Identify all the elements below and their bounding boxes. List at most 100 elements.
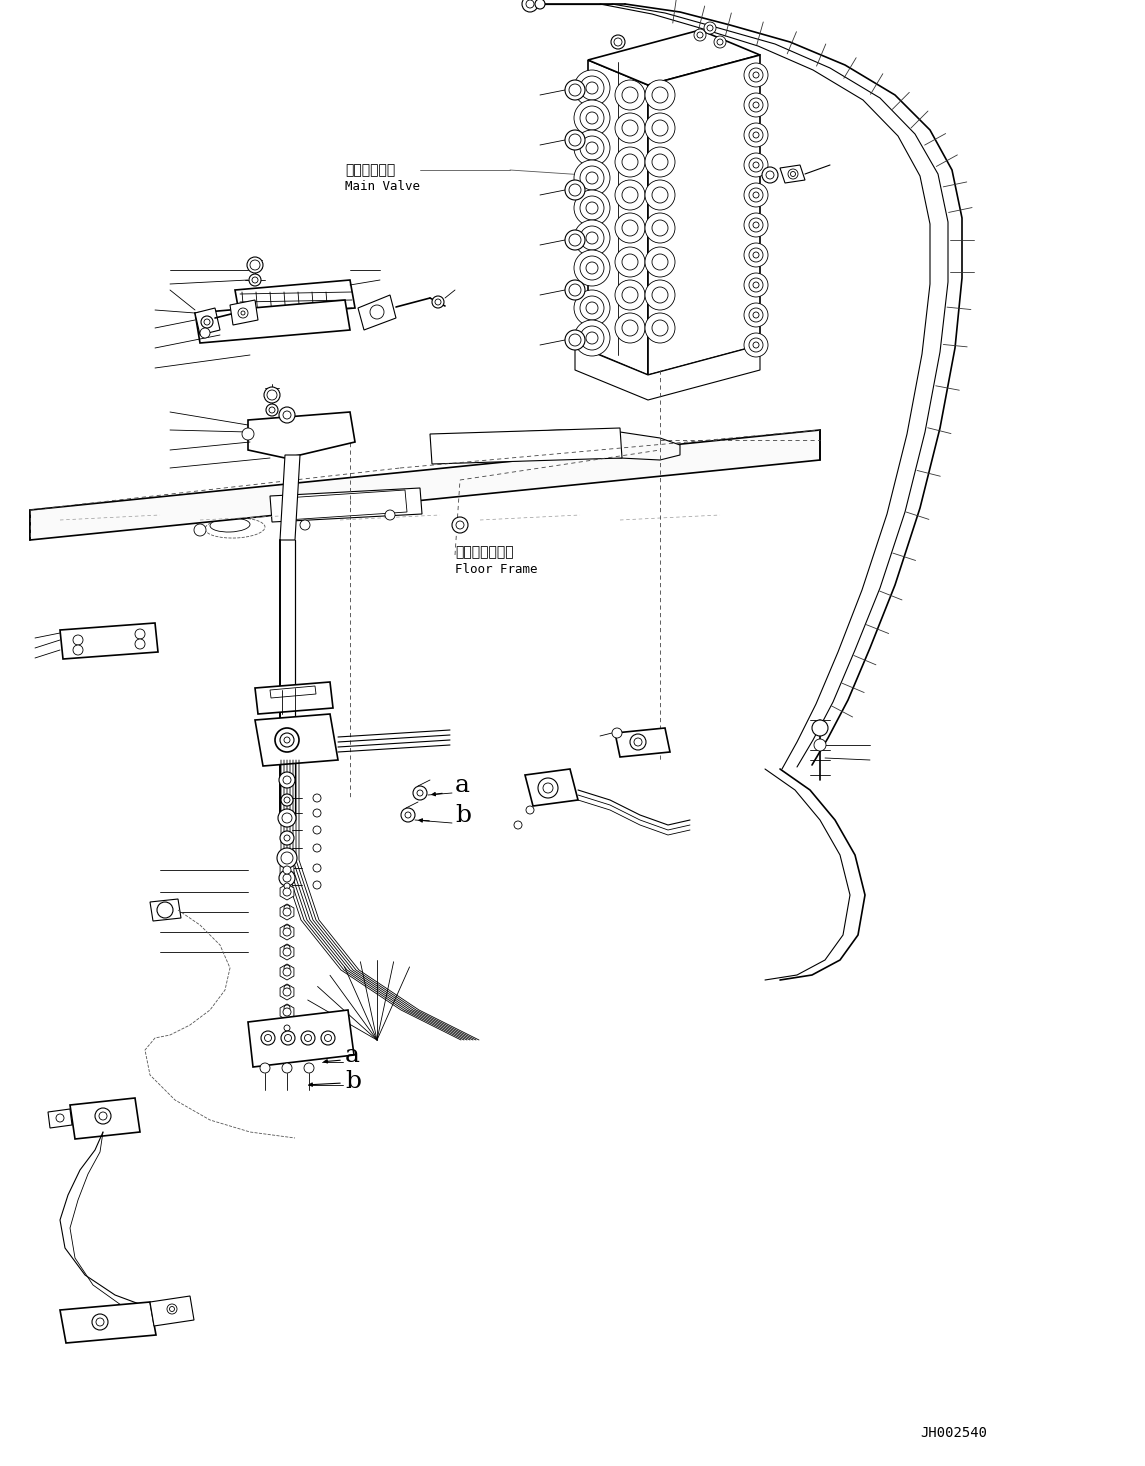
- Circle shape: [744, 123, 768, 147]
- Polygon shape: [195, 308, 220, 336]
- Polygon shape: [230, 301, 258, 325]
- Circle shape: [279, 408, 295, 424]
- Circle shape: [284, 985, 290, 991]
- Circle shape: [564, 130, 585, 150]
- Circle shape: [714, 37, 726, 48]
- Circle shape: [266, 405, 278, 416]
- Circle shape: [281, 831, 294, 844]
- Circle shape: [694, 29, 706, 41]
- Polygon shape: [526, 770, 578, 806]
- Circle shape: [615, 314, 645, 343]
- Circle shape: [611, 729, 622, 737]
- Circle shape: [283, 928, 291, 935]
- Circle shape: [313, 863, 321, 872]
- Circle shape: [564, 230, 585, 251]
- Circle shape: [401, 808, 414, 822]
- Circle shape: [645, 280, 676, 309]
- Circle shape: [564, 330, 585, 350]
- Polygon shape: [780, 166, 805, 183]
- Circle shape: [574, 160, 610, 196]
- Circle shape: [56, 1114, 64, 1121]
- Circle shape: [645, 147, 676, 177]
- Polygon shape: [358, 295, 396, 330]
- Polygon shape: [450, 430, 680, 460]
- Circle shape: [284, 946, 290, 951]
- Circle shape: [432, 296, 444, 308]
- Circle shape: [370, 305, 384, 320]
- Circle shape: [264, 387, 281, 403]
- Polygon shape: [48, 1108, 72, 1127]
- Text: a: a: [455, 774, 469, 796]
- Circle shape: [645, 246, 676, 277]
- Circle shape: [615, 113, 645, 144]
- Circle shape: [284, 1006, 290, 1012]
- Circle shape: [514, 821, 522, 828]
- Circle shape: [744, 152, 768, 177]
- Circle shape: [611, 35, 625, 48]
- Circle shape: [305, 1063, 314, 1073]
- Polygon shape: [70, 1098, 140, 1139]
- Polygon shape: [281, 965, 294, 979]
- Circle shape: [278, 809, 297, 827]
- Circle shape: [645, 81, 676, 110]
- Circle shape: [283, 866, 291, 874]
- Circle shape: [313, 825, 321, 834]
- Circle shape: [282, 1063, 292, 1073]
- Polygon shape: [575, 345, 760, 400]
- Circle shape: [260, 1063, 270, 1073]
- Circle shape: [574, 191, 610, 226]
- Circle shape: [95, 1108, 111, 1124]
- Circle shape: [157, 902, 173, 918]
- Circle shape: [630, 734, 646, 751]
- Polygon shape: [255, 682, 333, 714]
- Polygon shape: [615, 729, 670, 756]
- Circle shape: [283, 888, 291, 896]
- Circle shape: [279, 773, 295, 789]
- Circle shape: [615, 213, 645, 243]
- Circle shape: [452, 517, 468, 534]
- Circle shape: [744, 63, 768, 86]
- Polygon shape: [281, 905, 294, 921]
- Circle shape: [615, 280, 645, 309]
- Polygon shape: [281, 884, 294, 900]
- Polygon shape: [150, 1296, 194, 1327]
- Polygon shape: [281, 944, 294, 960]
- Circle shape: [275, 729, 299, 752]
- Circle shape: [385, 510, 395, 520]
- Circle shape: [284, 883, 290, 888]
- Circle shape: [645, 213, 676, 243]
- Circle shape: [615, 147, 645, 177]
- Text: Floor Frame: Floor Frame: [455, 563, 537, 576]
- Circle shape: [538, 778, 558, 798]
- Circle shape: [814, 739, 826, 751]
- Circle shape: [73, 645, 82, 655]
- Circle shape: [564, 81, 585, 100]
- Circle shape: [283, 988, 291, 995]
- Polygon shape: [30, 430, 820, 539]
- Circle shape: [744, 333, 768, 358]
- Polygon shape: [285, 490, 406, 520]
- Circle shape: [238, 308, 248, 318]
- Circle shape: [574, 70, 610, 106]
- Circle shape: [744, 183, 768, 207]
- Circle shape: [574, 290, 610, 325]
- Circle shape: [535, 0, 545, 9]
- Circle shape: [615, 81, 645, 110]
- Polygon shape: [248, 412, 355, 457]
- Text: b: b: [455, 803, 471, 827]
- Text: b: b: [345, 1070, 361, 1094]
- Circle shape: [812, 720, 828, 736]
- Circle shape: [284, 925, 290, 931]
- Circle shape: [574, 320, 610, 356]
- Circle shape: [645, 180, 676, 210]
- Circle shape: [526, 806, 534, 814]
- Circle shape: [744, 243, 768, 267]
- Circle shape: [73, 635, 82, 645]
- Circle shape: [283, 907, 291, 916]
- Circle shape: [645, 314, 676, 343]
- Text: a: a: [345, 1044, 360, 1066]
- Circle shape: [744, 92, 768, 117]
- Circle shape: [564, 280, 585, 301]
- Circle shape: [522, 0, 538, 12]
- Text: フロアフレーム: フロアフレーム: [455, 545, 514, 559]
